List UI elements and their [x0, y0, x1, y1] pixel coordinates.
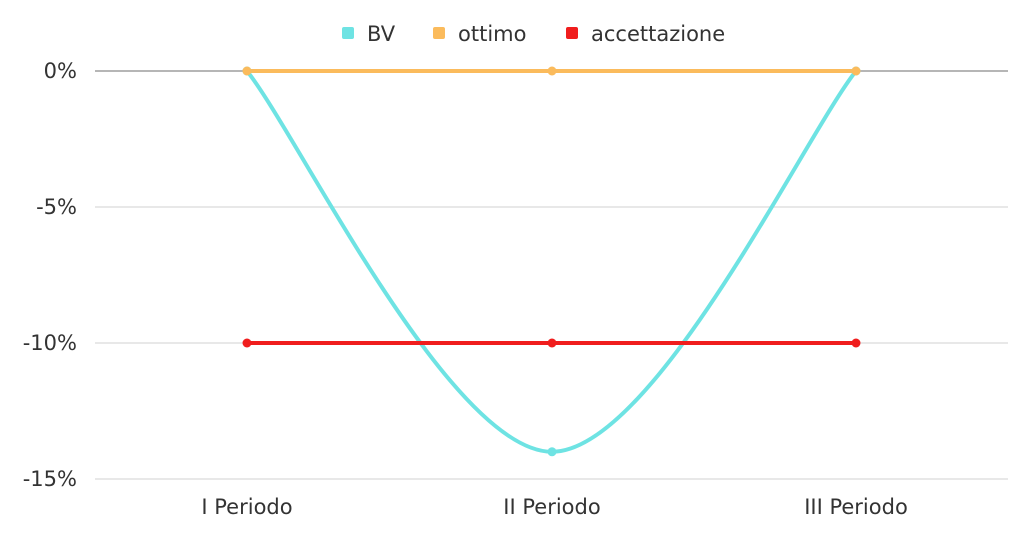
legend-label-accettazione: accettazione [591, 22, 725, 46]
y-tick-label: -15% [23, 467, 77, 491]
data-point-ottimo [851, 66, 861, 76]
legend-label-ottimo: ottimo [458, 22, 526, 46]
chart-legend: BV ottimo accettazione [342, 22, 725, 46]
series-line-BV [245, 69, 858, 454]
chart-series [245, 69, 858, 454]
y-tick-label: -10% [23, 331, 77, 355]
data-point-accettazione [547, 338, 557, 348]
x-axis: I Periodo II Periodo III Periodo [201, 495, 907, 519]
data-point-accettazione [851, 338, 861, 348]
chart-points [242, 66, 861, 457]
x-tick-label: II Periodo [503, 495, 600, 519]
y-tick-label: -5% [36, 195, 77, 219]
data-point-accettazione [242, 338, 252, 348]
y-axis: 0% -5% -10% -15% [23, 59, 77, 491]
data-point-ottimo [547, 66, 557, 76]
legend-swatch-BV [342, 27, 354, 39]
x-tick-label: I Periodo [201, 495, 292, 519]
y-tick-label: 0% [44, 59, 77, 83]
legend-swatch-ottimo [433, 27, 445, 39]
legend-swatch-accettazione [566, 27, 578, 39]
data-point-ottimo [242, 66, 252, 76]
chart-gridlines [95, 70, 1008, 480]
legend-label-BV: BV [367, 22, 396, 46]
x-tick-label: III Periodo [804, 495, 908, 519]
data-point-BV [547, 447, 557, 457]
